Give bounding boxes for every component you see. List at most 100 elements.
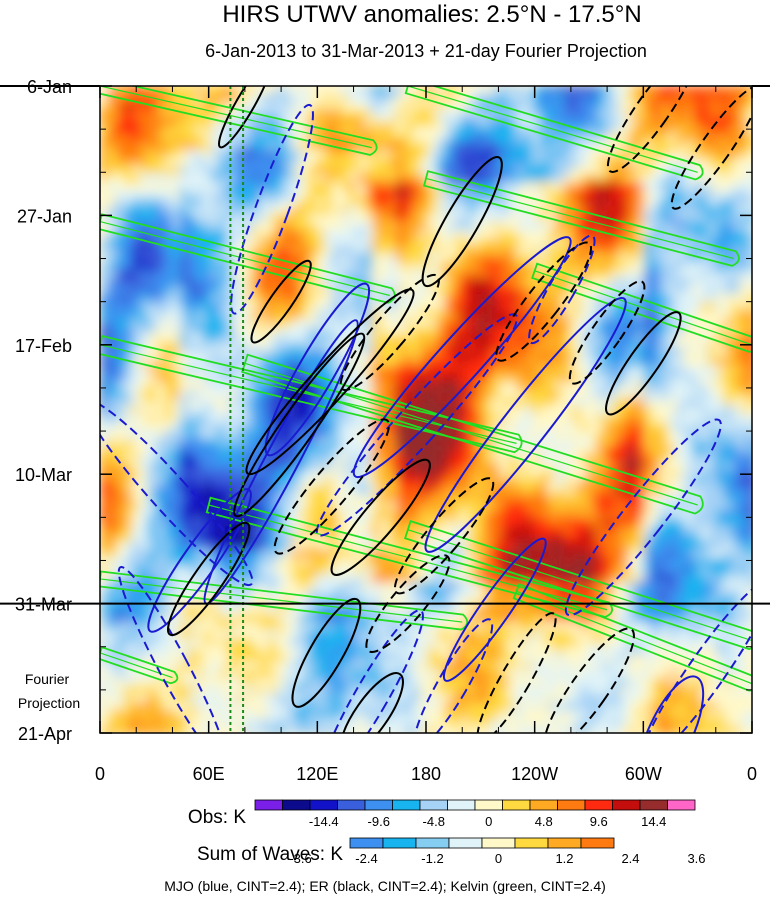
x-tick-label: 0	[95, 764, 105, 784]
obs-colorbar-label: Obs: K	[188, 807, 246, 828]
mjo-contour	[413, 618, 494, 733]
colorbar-swatch	[612, 799, 641, 811]
colorbar-swatch	[639, 799, 668, 811]
kelvin-contour	[100, 646, 179, 685]
mjo-contour	[315, 313, 519, 537]
colorbar-swatch	[502, 799, 531, 811]
y-tick-label: 21-Apr	[18, 724, 72, 744]
er-contour	[605, 311, 682, 416]
projection-label-line-2: Projection	[18, 695, 80, 711]
colorbar-swatch	[364, 799, 393, 811]
mjo-contour	[640, 578, 752, 733]
chart-title: HIRS UTWV anomalies: 2.5°N - 17.5°N	[222, 1, 641, 28]
er-contour	[291, 597, 362, 708]
er-contours	[167, 86, 752, 733]
colorbar-tick-label: 2.4	[621, 851, 639, 866]
kelvin-contour	[241, 353, 704, 515]
x-axis: 0 60E 120E 180 120W 60W 0	[95, 86, 757, 784]
colorbar-tick-label: -9.6	[368, 814, 390, 829]
colorbar-swatch	[448, 837, 483, 849]
colorbar-swatch	[474, 799, 503, 811]
plot-area	[100, 86, 752, 733]
kelvin-contour-inner	[100, 86, 372, 149]
er-contour	[339, 672, 404, 733]
mjo-contour	[528, 234, 596, 345]
er-contour	[339, 273, 440, 392]
er-contour	[245, 288, 415, 476]
kelvin-contour-inner	[425, 177, 735, 260]
y-tick-label: 17-Feb	[15, 336, 72, 356]
colorbar-swatch	[557, 799, 586, 811]
mjo-contour	[424, 296, 627, 553]
er-contour	[330, 458, 431, 576]
colorbar-swatch	[514, 837, 549, 849]
x-tick-label: 60W	[625, 764, 662, 784]
kelvin-contour-inner	[534, 270, 752, 346]
contour-legend-footnote: MJO (blue, CINT=2.4); ER (black, CINT=2.…	[164, 878, 606, 894]
kelvin-contour	[100, 86, 378, 156]
mjo-contour	[564, 418, 722, 617]
colorbar-swatch	[529, 799, 558, 811]
colorbar-swatch	[392, 799, 421, 811]
mjo-contour	[230, 103, 314, 315]
kelvin-contours	[100, 86, 752, 692]
colorbar-tick-label: 3.6	[687, 851, 705, 866]
kelvin-contour-inner	[407, 529, 752, 642]
colorbar-tick-label: 9.6	[590, 814, 608, 829]
colorbar-swatch	[547, 837, 582, 849]
waves-colorbar: -3.6 -2.4 -1.2 0 1.2 2.4 3.6	[289, 837, 706, 866]
kelvin-contour-inner	[244, 362, 698, 506]
colorbar-swatch	[382, 837, 417, 849]
er-contour	[606, 86, 698, 173]
colorbar-tick-label: -14.4	[309, 814, 339, 829]
y-tick-label: 31-Mar	[15, 595, 72, 615]
mjo-contour	[100, 399, 254, 587]
colorbar-swatch	[419, 799, 448, 811]
y-tick-label: 27-Jan	[17, 206, 72, 226]
colorbar-swatch	[415, 837, 450, 849]
obs-colorbar: -14.4 -9.6 -4.8 0 4.8 9.6 14.4	[254, 799, 696, 829]
er-contour	[233, 332, 366, 518]
er-contour	[421, 156, 503, 288]
kelvin-contour	[403, 519, 752, 651]
colorbar-swatch	[349, 837, 384, 849]
mjo-contour	[117, 566, 228, 733]
kelvin-contour-inner	[407, 86, 698, 173]
er-contour	[568, 280, 646, 385]
colorbar-swatch	[447, 799, 476, 811]
kelvin-contour	[531, 262, 752, 353]
er-contour	[670, 86, 752, 210]
colorbar-tick-label: -3.6	[289, 851, 311, 866]
kelvin-contour-inner	[100, 578, 463, 623]
er-contour	[273, 418, 390, 555]
colorbar-tick-label: 1.2	[555, 851, 573, 866]
x-tick-label: 120E	[296, 764, 338, 784]
er-contour	[476, 612, 557, 733]
x-tick-label: 120W	[511, 764, 558, 784]
colorbar-tick-label: -4.8	[423, 814, 445, 829]
mjo-contour	[352, 236, 572, 479]
mjo-contours	[100, 103, 752, 733]
colorbar-tick-label: 14.4	[641, 814, 666, 829]
kelvin-contour	[423, 170, 740, 267]
colorbar-swatch	[481, 837, 516, 849]
colorbar-swatch	[337, 799, 366, 811]
colorbar-tick-label: 4.8	[535, 814, 553, 829]
x-tick-label: 180	[411, 764, 441, 784]
kelvin-contour	[404, 86, 704, 181]
er-contour	[495, 241, 593, 362]
colorbar-tick-label: 0	[485, 814, 492, 829]
colorbar-swatch	[309, 799, 338, 811]
er-contour	[250, 259, 312, 344]
mjo-contour	[442, 537, 547, 682]
kelvin-contour	[100, 334, 523, 454]
colorbar-swatch	[584, 799, 613, 811]
waves-colorbar-label: Sum of Waves: K	[197, 844, 343, 865]
kelvin-contour	[100, 570, 469, 631]
mjo-contour	[264, 282, 371, 457]
kelvin-contour-inner	[100, 220, 390, 297]
mjo-contour	[319, 609, 424, 733]
er-contour	[365, 554, 451, 653]
colorbar-tick-label: -2.4	[355, 851, 377, 866]
